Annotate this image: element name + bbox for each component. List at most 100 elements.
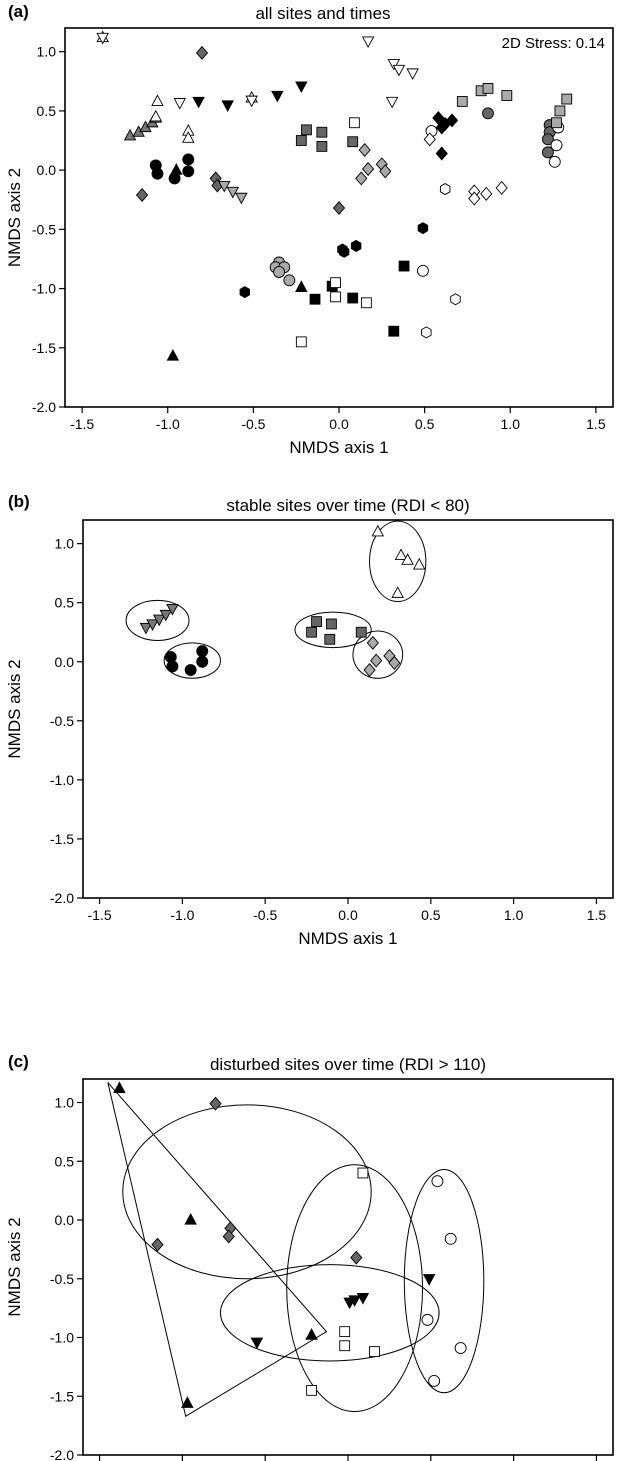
data-point — [295, 81, 308, 94]
data-point — [347, 136, 359, 148]
data-point — [439, 183, 451, 196]
data-point — [184, 664, 197, 676]
data-point — [295, 135, 307, 146]
data-point — [371, 524, 385, 537]
chart-title: disturbed sites over time (RDI > 110) — [210, 1055, 486, 1074]
data-point — [394, 548, 408, 561]
group-ellipse — [352, 630, 404, 679]
data-point — [305, 1328, 318, 1340]
data-point — [385, 96, 399, 109]
data-point — [358, 142, 371, 158]
data-point — [326, 618, 337, 630]
data-point — [235, 192, 248, 205]
plot-area — [107, 1081, 485, 1418]
data-point — [330, 277, 341, 289]
data-point — [316, 126, 328, 138]
group-polygon — [107, 1082, 328, 1418]
data-point — [482, 83, 494, 94]
x-axis-label: NMDS axis 1 — [289, 438, 388, 457]
y-tick-label: -2.0 — [50, 890, 74, 906]
data-point — [421, 1313, 434, 1326]
y-tick-label: 0.0 — [55, 1212, 75, 1228]
plot-area — [125, 520, 427, 679]
group-ellipse — [286, 1164, 424, 1413]
data-point — [306, 1384, 317, 1396]
data-point — [184, 1213, 197, 1225]
data-point — [363, 663, 376, 678]
data-point — [387, 58, 401, 71]
data-point — [501, 90, 513, 101]
x-tick-label: -1.5 — [88, 907, 112, 923]
data-point — [468, 191, 481, 206]
y-tick-label: 0.5 — [55, 1153, 75, 1169]
data-point — [432, 111, 445, 126]
x-tick-label: 1.0 — [504, 907, 524, 923]
y-tick-label: 0.5 — [37, 103, 57, 119]
data-point — [355, 171, 368, 186]
data-point — [301, 124, 312, 136]
data-point — [435, 146, 448, 161]
y-tick-label: -0.5 — [50, 713, 74, 729]
data-point — [332, 201, 346, 216]
data-point — [182, 153, 195, 166]
data-point — [152, 614, 166, 627]
data-point — [388, 325, 400, 337]
panel-label: (a) — [8, 2, 29, 21]
data-point — [401, 553, 414, 565]
data-point — [362, 161, 375, 176]
data-point — [370, 653, 383, 668]
data-point — [554, 105, 566, 117]
data-point — [222, 1229, 235, 1244]
y-tick-label: -1.0 — [32, 281, 56, 297]
data-point — [123, 128, 137, 141]
data-point — [151, 167, 164, 180]
data-point — [195, 45, 209, 60]
data-point — [309, 293, 321, 305]
y-tick-label: -1.5 — [50, 831, 74, 847]
data-point — [239, 286, 251, 299]
data-point — [146, 619, 159, 631]
chart-title: all sites and times — [255, 4, 390, 23]
y-tick-label: -2.0 — [32, 399, 56, 415]
y-tick-label: 1.0 — [37, 44, 57, 60]
data-point — [366, 635, 379, 650]
data-point — [113, 1081, 126, 1093]
x-tick-label: 1.5 — [586, 416, 606, 432]
data-point — [166, 349, 180, 361]
data-point — [151, 1237, 164, 1252]
data-point — [369, 1346, 380, 1358]
data-point — [431, 1175, 444, 1188]
data-point — [338, 245, 350, 258]
chart-title: stable sites over time (RDI < 80) — [226, 496, 469, 515]
data-point — [226, 186, 240, 199]
y-tick-label: 0.0 — [55, 654, 75, 670]
x-axis-label: NMDS axis 1 — [298, 929, 397, 948]
data-point — [347, 292, 359, 304]
data-point — [339, 1340, 351, 1352]
data-point — [181, 1396, 194, 1408]
data-point — [379, 164, 392, 179]
data-point — [283, 274, 296, 287]
data-point — [551, 117, 562, 129]
y-tick-label: -0.5 — [32, 221, 56, 237]
data-point — [456, 96, 468, 107]
plot-frame — [82, 1078, 614, 1456]
y-tick-label: 0.0 — [37, 162, 57, 178]
plot-frame — [64, 27, 614, 408]
data-point — [149, 109, 163, 122]
x-tick-label: -1.0 — [170, 907, 194, 923]
data-point — [209, 1096, 222, 1111]
y-tick-label: 0.5 — [55, 595, 75, 611]
data-point — [166, 660, 179, 673]
data-point — [221, 100, 234, 112]
x-tick-label: 1.0 — [501, 416, 521, 432]
y-tick-label: -1.0 — [50, 1330, 74, 1346]
data-point — [306, 626, 317, 638]
data-point — [357, 1167, 369, 1179]
data-point — [196, 645, 209, 658]
y-tick-label: -1.5 — [50, 1388, 74, 1404]
y-axis-label: NMDS axis 2 — [5, 1217, 24, 1316]
data-point — [192, 96, 205, 109]
panel-label: (b) — [8, 492, 30, 511]
